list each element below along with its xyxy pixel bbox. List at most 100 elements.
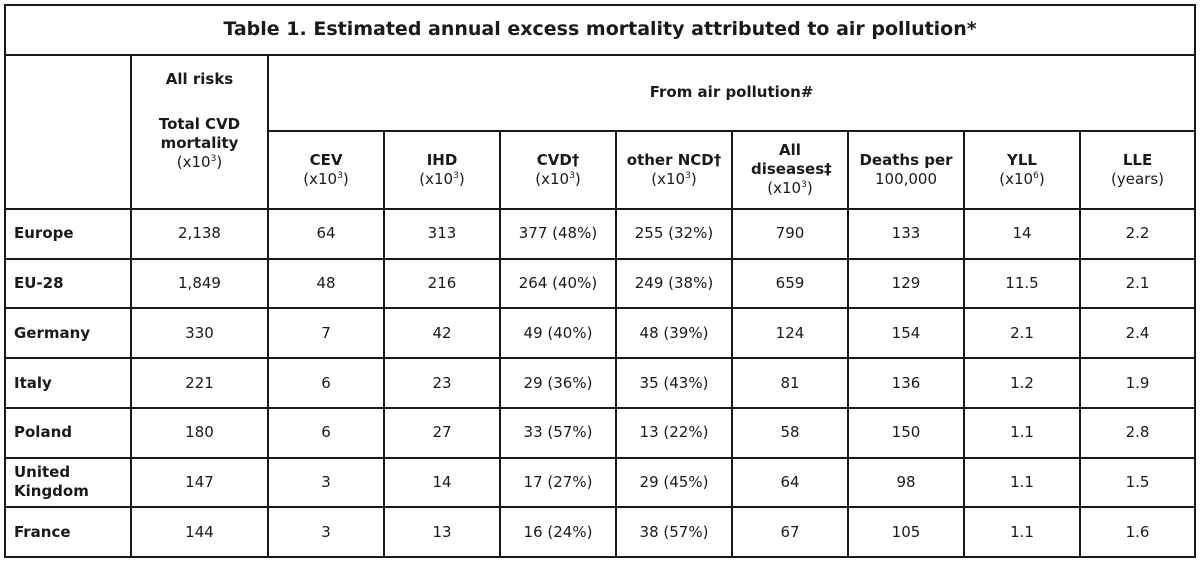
column-name: other NCD† (626, 150, 722, 169)
column-name: All diseases‡ (751, 141, 832, 179)
table-cell: 13 (383, 506, 501, 558)
table-cell: 264 (40%) (499, 257, 617, 310)
table-cell: 6 (267, 357, 385, 409)
row-label: France (4, 506, 132, 558)
column-unit: (x103) (535, 169, 581, 188)
table-row: Poland 180 6 27 33 (57%) 13 (22%) 58 150 1.1 2.8 (4, 406, 1197, 459)
table-cell: 3 (267, 456, 385, 509)
table-cell: 81 (731, 357, 849, 409)
table-cell: 216 (383, 257, 501, 310)
column-unit: (years) (1111, 169, 1165, 188)
column-header: CVD† (x103) (499, 129, 617, 211)
table-cell: 35 (43%) (615, 357, 733, 409)
column-header: CEV (x103) (267, 129, 385, 211)
row-label: Italy (4, 357, 132, 409)
table-cell: 13 (22%) (615, 406, 733, 459)
table-cell: 98 (847, 456, 965, 509)
table-cell: 377 (48%) (499, 208, 617, 260)
table-cell: 1.5 (1078, 456, 1197, 509)
table-cell: 1.1 (963, 506, 1081, 558)
table-cell: 6 (267, 406, 385, 459)
table-cell: 221 (130, 357, 269, 409)
table-cell: 154 (847, 307, 965, 360)
table-cell: 2.1 (963, 307, 1081, 360)
table-cell: 2.1 (1078, 257, 1197, 310)
table-row: Germany 330 7 42 49 (40%) 48 (39%) 124 154 2.1 2.… (4, 307, 1197, 360)
column-unit: (x103) (651, 169, 697, 188)
table-cell: 7 (267, 307, 385, 360)
column-header: LLE (years) (1078, 129, 1197, 211)
column-name: IHD (426, 150, 458, 169)
column-unit: (x106) (999, 169, 1045, 188)
table-cell: 14 (383, 456, 501, 509)
table-cell: 17 (27%) (499, 456, 617, 509)
table-cell: 790 (731, 208, 849, 260)
column-header: IHD (x103) (383, 129, 501, 211)
table-row: United Kingdom 147 3 14 17 (27%) 29 (45%) 64 98… (4, 456, 1197, 509)
column-unit: (x103) (176, 152, 223, 171)
table-container: Table 1. Estimated annual excess mortali… (3, 4, 1197, 558)
table-cell: 1.6 (1078, 506, 1197, 558)
row-label: Poland (4, 406, 132, 459)
table-cell: 144 (130, 506, 269, 558)
header-all-risks: All risks Total CVD mortality (x103) (130, 53, 269, 211)
table-cell: 330 (130, 307, 269, 360)
column-header: Deaths per 100,000 (847, 129, 965, 211)
table-cell: 48 (267, 257, 385, 310)
column-name: LLE (1122, 150, 1153, 169)
row-label: Europe (4, 208, 132, 260)
column-header: All diseases‡ (x103) (731, 129, 849, 211)
table-cell: 659 (731, 257, 849, 310)
table-row: France 144 3 13 16 (24%) 38 (57%) 67 105 1.1 1.6 (4, 506, 1197, 558)
table-cell: 1.2 (963, 357, 1081, 409)
row-label-header (4, 53, 132, 211)
table-cell: 136 (847, 357, 965, 409)
column-unit: (x103) (767, 179, 813, 198)
table-cell: 23 (383, 357, 501, 409)
column-unit: (x103) (419, 169, 465, 188)
table-cell: 64 (267, 208, 385, 260)
table-cell: 2.2 (1078, 208, 1197, 260)
table-cell: 133 (847, 208, 965, 260)
table-cell: 29 (36%) (499, 357, 617, 409)
table-cell: 3 (267, 506, 385, 558)
table-cell: 105 (847, 506, 965, 558)
table-cell: 150 (847, 406, 965, 459)
table-cell: 29 (45%) (615, 456, 733, 509)
table-cell: 64 (731, 456, 849, 509)
table-cell: 2.4 (1078, 307, 1197, 360)
table-row: Italy 221 6 23 29 (36%) 35 (43%) 81 136 1.2 1.9 (4, 357, 1197, 409)
table-cell: 313 (383, 208, 501, 260)
table-cell: 11.5 (963, 257, 1081, 310)
header-from-air-pollution: From air pollution# (266, 53, 1197, 132)
table-cell: 249 (38%) (615, 257, 733, 310)
row-label: EU-28 (4, 257, 132, 310)
table-cell: 49 (40%) (499, 307, 617, 360)
table-cell: 14 (963, 208, 1081, 260)
table-cell: 2,138 (130, 208, 269, 260)
table-cell: 67 (731, 506, 849, 558)
table-row: Europe 2,138 64 313 377 (48%) 255 (32%) 790 133… (4, 208, 1197, 260)
column-name: Deaths per (859, 150, 953, 169)
column-name: CVD† (536, 150, 580, 169)
table-cell: 33 (57%) (499, 406, 617, 459)
table-cell: 124 (731, 307, 849, 360)
table-cell: 1,849 (130, 257, 269, 310)
table-cell: 48 (39%) (615, 307, 733, 360)
column-header: other NCD† (x103) (615, 129, 733, 211)
table-cell: 129 (847, 257, 965, 310)
mortality-table: Table 1. Estimated annual excess mortali… (3, 4, 1197, 558)
table-cell: 147 (130, 456, 269, 509)
column-unit: 100,000 (874, 169, 938, 188)
table-cell: 255 (32%) (615, 208, 733, 260)
table-cell: 16 (24%) (499, 506, 617, 558)
column-header: YLL (x106) (963, 129, 1081, 211)
row-label: Germany (4, 307, 132, 360)
table-row: EU-28 1,849 48 216 264 (40%) 249 (38%) 659 129 1… (4, 257, 1197, 310)
table-cell: 1.1 (963, 456, 1081, 509)
column-unit: (x103) (303, 169, 349, 188)
column-name: Total CVD mortality (158, 114, 241, 152)
row-label: United Kingdom (4, 456, 132, 509)
table-cell: 180 (130, 406, 269, 459)
table-cell: 27 (383, 406, 501, 459)
